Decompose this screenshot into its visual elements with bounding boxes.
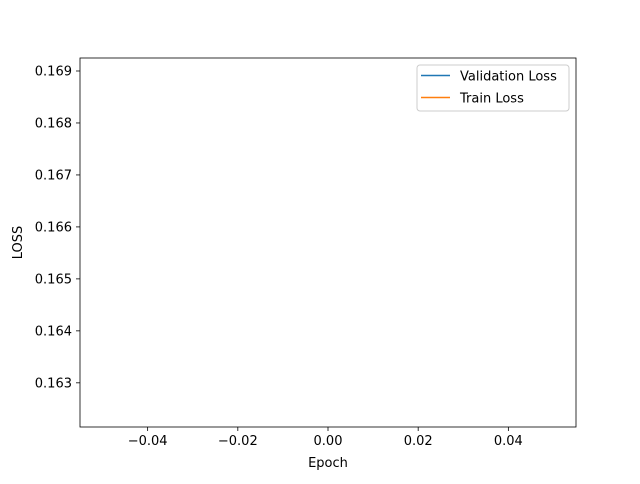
y-tick-label: 0.163: [35, 376, 72, 391]
x-axis-ticks: −0.04 −0.02 0.00 0.02 0.04: [128, 427, 523, 449]
legend: Validation Loss Train Loss: [416, 64, 570, 112]
y-axis-ticks: 0.163 0.164 0.165 0.166 0.167 0.168 0.169: [35, 64, 80, 391]
x-tick-label: 0.00: [314, 434, 343, 449]
x-tick-label: 0.04: [494, 434, 523, 449]
y-axis-label: LOSS: [11, 226, 26, 260]
plot-area-frame: [79, 57, 577, 428]
y-tick-label: 0.165: [35, 272, 72, 287]
legend-box: [416, 64, 570, 112]
y-tick-label: 0.167: [35, 168, 72, 183]
legend-train-loss-label: Train Loss: [459, 92, 524, 107]
x-axis-label: Epoch: [308, 456, 348, 471]
y-tick-label: 0.164: [35, 324, 72, 339]
x-tick-label: −0.02: [218, 434, 258, 449]
y-tick-label: 0.169: [35, 64, 72, 79]
x-tick-label: 0.02: [404, 434, 433, 449]
legend-validation-loss-label: Validation Loss: [460, 70, 557, 85]
x-tick-label: −0.04: [128, 434, 168, 449]
y-tick-label: 0.168: [35, 116, 72, 131]
y-tick-label: 0.166: [35, 220, 72, 235]
